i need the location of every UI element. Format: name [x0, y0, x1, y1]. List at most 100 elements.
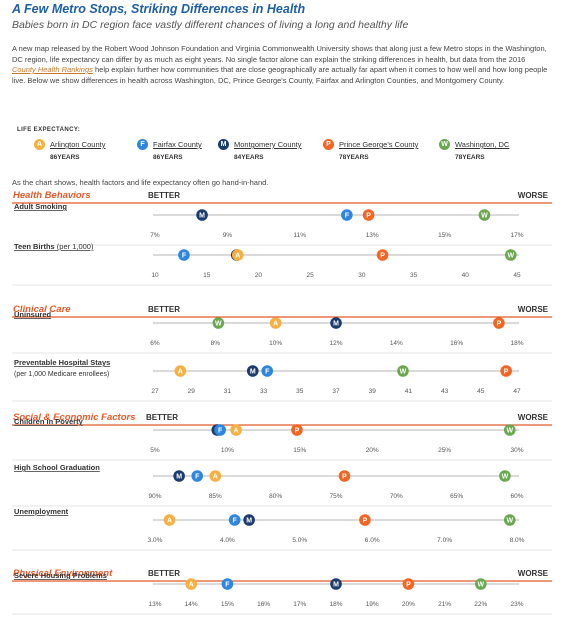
legend-name[interactable]: Arlington County: [50, 140, 106, 149]
tick-label: 5%: [150, 447, 160, 454]
worse-label: WORSE: [518, 305, 549, 314]
point-key: W: [477, 582, 484, 589]
page-title: A Few Metro Stops, Striking Differences …: [12, 2, 306, 16]
metric-label: Children in Poverty: [14, 417, 84, 426]
tick-label: 10%: [221, 447, 234, 454]
tick-label: 30%: [510, 447, 523, 454]
data-point-p: P: [493, 317, 505, 329]
point-marker: [243, 514, 255, 526]
metric-label: Preventable Hospital Stays: [14, 358, 110, 367]
point-marker: [174, 365, 187, 377]
fairfax-marker-icon: F: [137, 139, 148, 150]
data-point-w: W: [503, 514, 516, 526]
tick-label: 60%: [510, 493, 523, 500]
point-key: W: [506, 518, 513, 525]
tick-label: 18%: [329, 601, 342, 608]
point-key: P: [406, 582, 411, 589]
data-point-p: P: [500, 365, 512, 377]
point-key: A: [189, 582, 194, 589]
tick-label: 43: [441, 388, 449, 395]
tick-label: 39: [369, 388, 377, 395]
tick-label: 8%: [211, 340, 221, 347]
point-marker: [500, 365, 512, 377]
point-key: A: [167, 518, 172, 525]
tick-label: 10%: [269, 340, 282, 347]
data-point-a: A: [209, 470, 222, 482]
point-key: A: [213, 474, 218, 481]
point-key: M: [333, 582, 339, 589]
point-marker: [231, 249, 244, 261]
better-label: BETTER: [146, 413, 178, 422]
point-marker: [185, 578, 197, 590]
tick-label: 11%: [294, 232, 307, 239]
point-key: F: [265, 369, 270, 376]
point-key: F: [218, 428, 223, 435]
metric-sublabel: (per 1,000): [55, 242, 94, 251]
intro-paragraph: A new map released by the Robert Wood Jo…: [12, 44, 548, 86]
better-label: BETTER: [148, 569, 180, 578]
better-label: BETTER: [148, 305, 180, 314]
data-point-m: M: [243, 514, 255, 526]
point-key: W: [502, 474, 509, 481]
point-marker: [499, 470, 511, 482]
point-marker: [362, 209, 375, 221]
data-point-p: P: [402, 578, 415, 590]
washington-dc-marker-icon: W: [439, 139, 450, 150]
tick-label: 35: [410, 272, 418, 279]
data-point-w: W: [478, 209, 491, 221]
data-point-p: P: [362, 209, 375, 221]
point-marker: [228, 514, 241, 526]
legend-name[interactable]: Montgomery County: [234, 140, 302, 149]
metric-row: Uninsured 6% 8% 10% 12% 14% 16% 18% W A M P: [12, 310, 552, 354]
section-title: Physical Environment: [13, 568, 113, 579]
data-point-m: M: [330, 317, 342, 329]
tick-label: 14%: [185, 601, 198, 608]
point-marker: [478, 209, 491, 221]
section-title: Health Behaviors: [13, 190, 91, 201]
tick-label: 85%: [209, 493, 222, 500]
tick-label: 13%: [366, 232, 379, 239]
point-key: P: [380, 253, 385, 260]
tick-label: 22%: [474, 601, 487, 608]
tick-label: 15%: [221, 601, 234, 608]
point-marker: [191, 470, 204, 482]
legend-name[interactable]: Washington, DC: [455, 140, 510, 149]
legend-name[interactable]: Fairfax County: [153, 140, 202, 149]
point-marker: [493, 317, 505, 329]
data-point-m: M: [330, 578, 342, 590]
point-key: W: [506, 428, 513, 435]
data-point-f: F: [178, 249, 190, 261]
data-point-m: M: [246, 365, 259, 377]
metric-label: Severe Housing Problems: [14, 571, 107, 580]
data-point-p: P: [359, 514, 371, 526]
point-key: A: [273, 321, 278, 328]
point-key: M: [250, 369, 256, 376]
point-marker: [402, 578, 415, 590]
intro-text-end: help explain further how communities tha…: [12, 65, 548, 85]
tick-label: 80%: [269, 493, 282, 500]
tick-label: 33: [260, 388, 268, 395]
tick-label: 10: [151, 272, 159, 279]
county-health-rankings-link[interactable]: County Health Rankings: [12, 65, 93, 74]
point-marker: [269, 317, 282, 329]
legend-name[interactable]: Prince George's County: [339, 140, 419, 149]
point-key: W: [507, 253, 514, 260]
tick-label: 19%: [366, 601, 379, 608]
point-marker: [330, 317, 342, 329]
point-marker: [330, 578, 342, 590]
data-point-f: F: [214, 424, 226, 436]
tick-label: 20%: [402, 601, 415, 608]
point-key: M: [333, 321, 339, 328]
chart-section: Social & Economic Factors BETTER WORSE Chil…: [12, 412, 552, 551]
section-title: Clinical Care: [13, 304, 71, 315]
metric-row: Children in Poverty5%10%15%20%25%30%MFAP…: [12, 417, 552, 461]
tick-label: 37: [332, 388, 340, 395]
metric-label: Unemployment: [14, 507, 69, 516]
tick-label: 70%: [390, 493, 403, 500]
data-point-f: F: [261, 365, 274, 377]
tick-label: 47: [513, 388, 521, 395]
tick-label: 31: [224, 388, 232, 395]
point-key: W: [215, 321, 222, 328]
